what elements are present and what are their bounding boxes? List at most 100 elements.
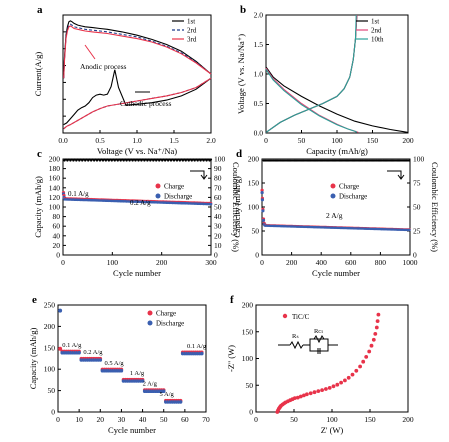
- y2-tick-label: 40: [214, 212, 222, 221]
- rate-label: 0.5 A/g: [105, 360, 125, 367]
- x-tick-label: 200: [402, 136, 414, 145]
- legend-marker: [155, 193, 161, 199]
- y-tick-label: 50: [48, 386, 56, 395]
- legend-entry: Charge: [156, 310, 176, 318]
- legend-marker: [282, 313, 288, 319]
- x-tick-label: 30: [118, 415, 126, 424]
- legend-marker: [147, 310, 153, 316]
- x-axis-label: Cycle number: [113, 268, 161, 278]
- impedance-point: [320, 388, 324, 392]
- x-tick-label: 100: [331, 136, 343, 145]
- impedance-point: [364, 355, 369, 359]
- discharge-point: [119, 368, 124, 373]
- legend-entry: 10th: [371, 36, 384, 44]
- panel-label: d: [236, 148, 242, 160]
- legend-entry: TiC/C: [292, 313, 310, 321]
- cv-curve-6: [63, 77, 212, 130]
- y2-tick-label: 90: [214, 164, 222, 173]
- plot-frame: [57, 304, 207, 413]
- x-tick-label: 0: [254, 415, 258, 424]
- x-axis-label: Capacity (mAh/g): [306, 146, 368, 156]
- discharge-point: [200, 351, 204, 356]
- x-tick-label: 300: [205, 258, 217, 267]
- y2-axis-label: Coulombic Efficiency (%): [430, 162, 440, 252]
- rate-label: 0.1 A/g: [187, 343, 207, 350]
- y-tick-label: 140: [49, 183, 61, 192]
- y-tick-label: 1.0: [254, 70, 264, 79]
- legend-marker: [330, 193, 336, 199]
- legend-entry: Discharge: [339, 193, 367, 201]
- y-tick-label: 200: [248, 155, 260, 164]
- legend-marker: [330, 183, 336, 189]
- y-tick-label: 200: [49, 155, 61, 164]
- y-tick-label: 120: [49, 193, 61, 202]
- annotation: 0.2 A/g: [130, 199, 151, 207]
- axis-arrow: [190, 170, 205, 178]
- impedance-point: [350, 372, 355, 377]
- discharge-point: [260, 191, 264, 195]
- y-axis-label: Current(A/g): [33, 52, 43, 97]
- x-tick-label: 600: [345, 258, 357, 267]
- legend-entry: Charge: [164, 183, 184, 191]
- y-tick-label: 100: [248, 203, 260, 212]
- impedance-point: [374, 325, 379, 330]
- discharge-point: [209, 202, 213, 206]
- x-tick-label: 400: [316, 258, 328, 267]
- y-tick-label: 20: [53, 241, 61, 250]
- discharge-point: [261, 218, 266, 222]
- impedance-point: [339, 380, 343, 385]
- legend-entry: Discharge: [164, 193, 192, 201]
- charge-point: [260, 188, 264, 192]
- impedance-point: [316, 389, 321, 393]
- cv-curve-3: [63, 25, 212, 79]
- panel-a: a 0.0 0.5 1.0 1.5 2.0 Voltage (V vs. Na⁺/Na) Cu…: [33, 4, 216, 156]
- x-tick-label: 40: [139, 415, 147, 424]
- impedance-point: [367, 349, 372, 354]
- annotation: Anodic process: [80, 62, 127, 71]
- y-tick-label: 100: [44, 365, 56, 374]
- y-tick-label: 150: [242, 327, 254, 336]
- y-axis-label: Capacity (mAh/g): [33, 176, 43, 238]
- x-tick-label: 200: [286, 258, 298, 267]
- annotation: 0.1 A/g: [68, 190, 89, 198]
- circuit-wire: [309, 345, 329, 352]
- impedance-point: [295, 395, 300, 400]
- x-tick-label: 100: [326, 415, 338, 424]
- x-tick-label: 1.0: [132, 136, 142, 145]
- resistor-symbol: [289, 340, 304, 350]
- impedance-point: [371, 337, 376, 342]
- impedance-point: [354, 368, 359, 373]
- y2-tick-label: 30: [214, 222, 222, 231]
- y2-tick-label: 75: [413, 179, 421, 188]
- plot-frame: [255, 304, 409, 413]
- cv-curve-2: [63, 23, 212, 79]
- panel-label: f: [230, 294, 234, 306]
- y-tick-label: 0.5: [254, 99, 264, 108]
- plot-frame: [261, 158, 411, 256]
- y-tick-label: 200: [242, 301, 254, 310]
- y-tick-label: 1.5: [254, 40, 264, 49]
- y-tick-label: 40: [53, 231, 61, 240]
- rate-label: 2 A/g: [143, 380, 158, 387]
- y2-tick-label: 70: [214, 183, 222, 192]
- y2-tick-label: 0: [413, 251, 417, 260]
- plot-frame: [62, 158, 212, 256]
- rate-label: 0.1 A/g: [62, 342, 82, 349]
- axis-arrow: [387, 170, 402, 178]
- plot-frame: [265, 14, 409, 134]
- discharge-point: [140, 379, 145, 383]
- legend-entry: 2nd: [371, 27, 382, 35]
- y2-tick-label: 80: [214, 174, 222, 183]
- y2-tick-label: 50: [413, 203, 421, 212]
- impedance-point: [335, 382, 340, 387]
- y-tick-label: 0: [249, 408, 253, 417]
- y-tick-label: 150: [248, 179, 260, 188]
- annotation: 2 A/g: [326, 211, 343, 220]
- discharge-point: [408, 228, 411, 232]
- impedance-point: [358, 364, 362, 369]
- impedance-point: [302, 393, 306, 398]
- x-tick-label: 100: [107, 258, 119, 267]
- cv-curve-1: [63, 20, 212, 79]
- x-tick-label: 150: [367, 136, 379, 145]
